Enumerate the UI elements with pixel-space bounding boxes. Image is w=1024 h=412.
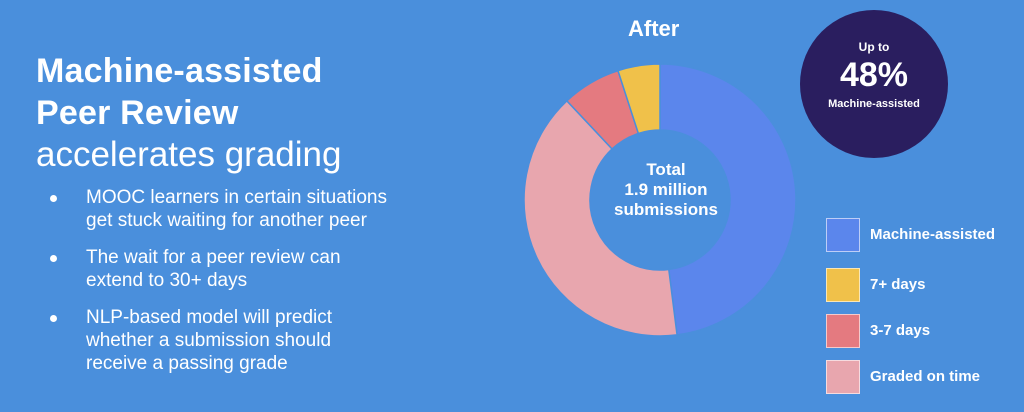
bullet-list: MOOC learners in certain situations get …	[44, 186, 464, 389]
slide-subtitle: accelerates grading	[36, 135, 342, 174]
bullet-text: extend to 30+ days	[86, 270, 248, 291]
badge-top-text: Up to	[858, 40, 890, 54]
chart-title: After	[628, 16, 680, 41]
legend-swatch	[826, 218, 860, 252]
donut-slice-7-days	[617, 63, 661, 135]
legend-swatch	[826, 360, 860, 394]
legend-label: Machine-assisted	[870, 226, 996, 243]
stat-badge: Up to 48% Machine-assisted	[800, 10, 948, 158]
legend-swatch	[826, 268, 860, 302]
donut-chart	[523, 63, 797, 337]
center-label-line: 1.9 million	[624, 180, 708, 199]
center-label-line: submissions	[614, 200, 718, 219]
legend-label: Graded on time	[870, 368, 981, 385]
bullet-text: MOOC learners in certain situations	[86, 187, 387, 208]
center-label-line: Total	[646, 160, 686, 179]
bullet-text: whether a submission should	[86, 330, 332, 351]
bullet-dot-icon	[50, 255, 57, 262]
bullet-text: NLP-based model will predict	[86, 307, 333, 328]
bullet-item: MOOC learners in certain situations get …	[44, 186, 464, 232]
bullet-text: receive a passing grade	[86, 353, 288, 374]
title-line-2: Peer Review	[36, 94, 239, 132]
bullet-text: The wait for a peer review can	[86, 247, 341, 268]
legend-label: 3-7 days	[870, 322, 931, 339]
bullet-text: get stuck waiting for another peer	[86, 210, 367, 231]
badge-bottom-text: Machine-assisted	[828, 98, 920, 110]
slide-title: Machine-assisted Peer Review	[36, 50, 323, 134]
bullet-dot-icon	[50, 195, 57, 202]
donut-center-label: Total 1.9 million submissions	[596, 160, 736, 220]
donut-slice-graded-on-time	[523, 99, 678, 337]
legend-label: 7+ days	[870, 276, 926, 293]
donut-slice-machine-assisted	[659, 63, 797, 336]
title-line-1: Machine-assisted	[36, 52, 323, 90]
badge-value: 48%	[839, 56, 909, 94]
legend-swatch	[826, 314, 860, 348]
bullet-item: The wait for a peer review can extend to…	[44, 246, 464, 292]
bullet-item: NLP-based model will predict whether a s…	[44, 306, 464, 375]
bullet-dot-icon	[50, 315, 57, 322]
